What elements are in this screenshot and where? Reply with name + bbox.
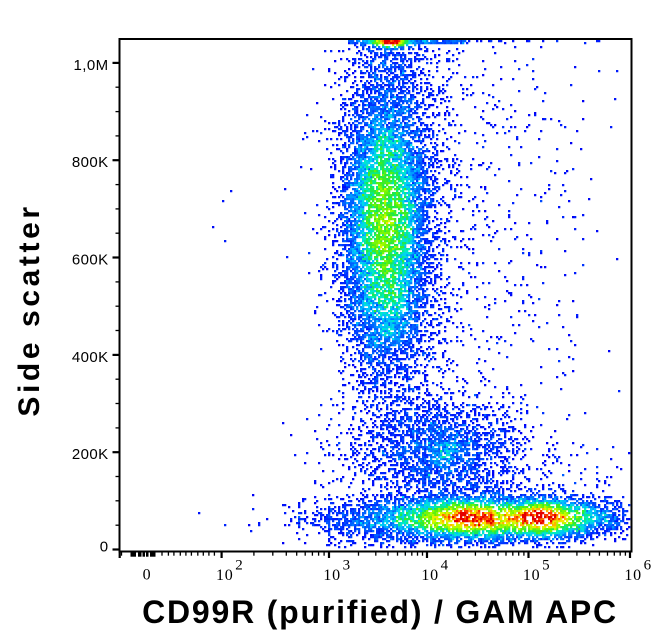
svg-text:200K: 200K xyxy=(72,446,109,463)
svg-text:1,0M: 1,0M xyxy=(74,57,109,74)
svg-text:400K: 400K xyxy=(72,349,109,366)
svg-text:104: 104 xyxy=(421,558,448,584)
svg-text:600K: 600K xyxy=(72,252,109,269)
svg-text:0: 0 xyxy=(143,567,151,584)
svg-text:103: 103 xyxy=(323,558,350,584)
svg-text:800K: 800K xyxy=(72,154,109,171)
svg-text:102: 102 xyxy=(216,558,243,584)
svg-text:105: 105 xyxy=(523,558,550,584)
svg-text:0: 0 xyxy=(100,539,109,556)
svg-text:106: 106 xyxy=(624,558,651,584)
